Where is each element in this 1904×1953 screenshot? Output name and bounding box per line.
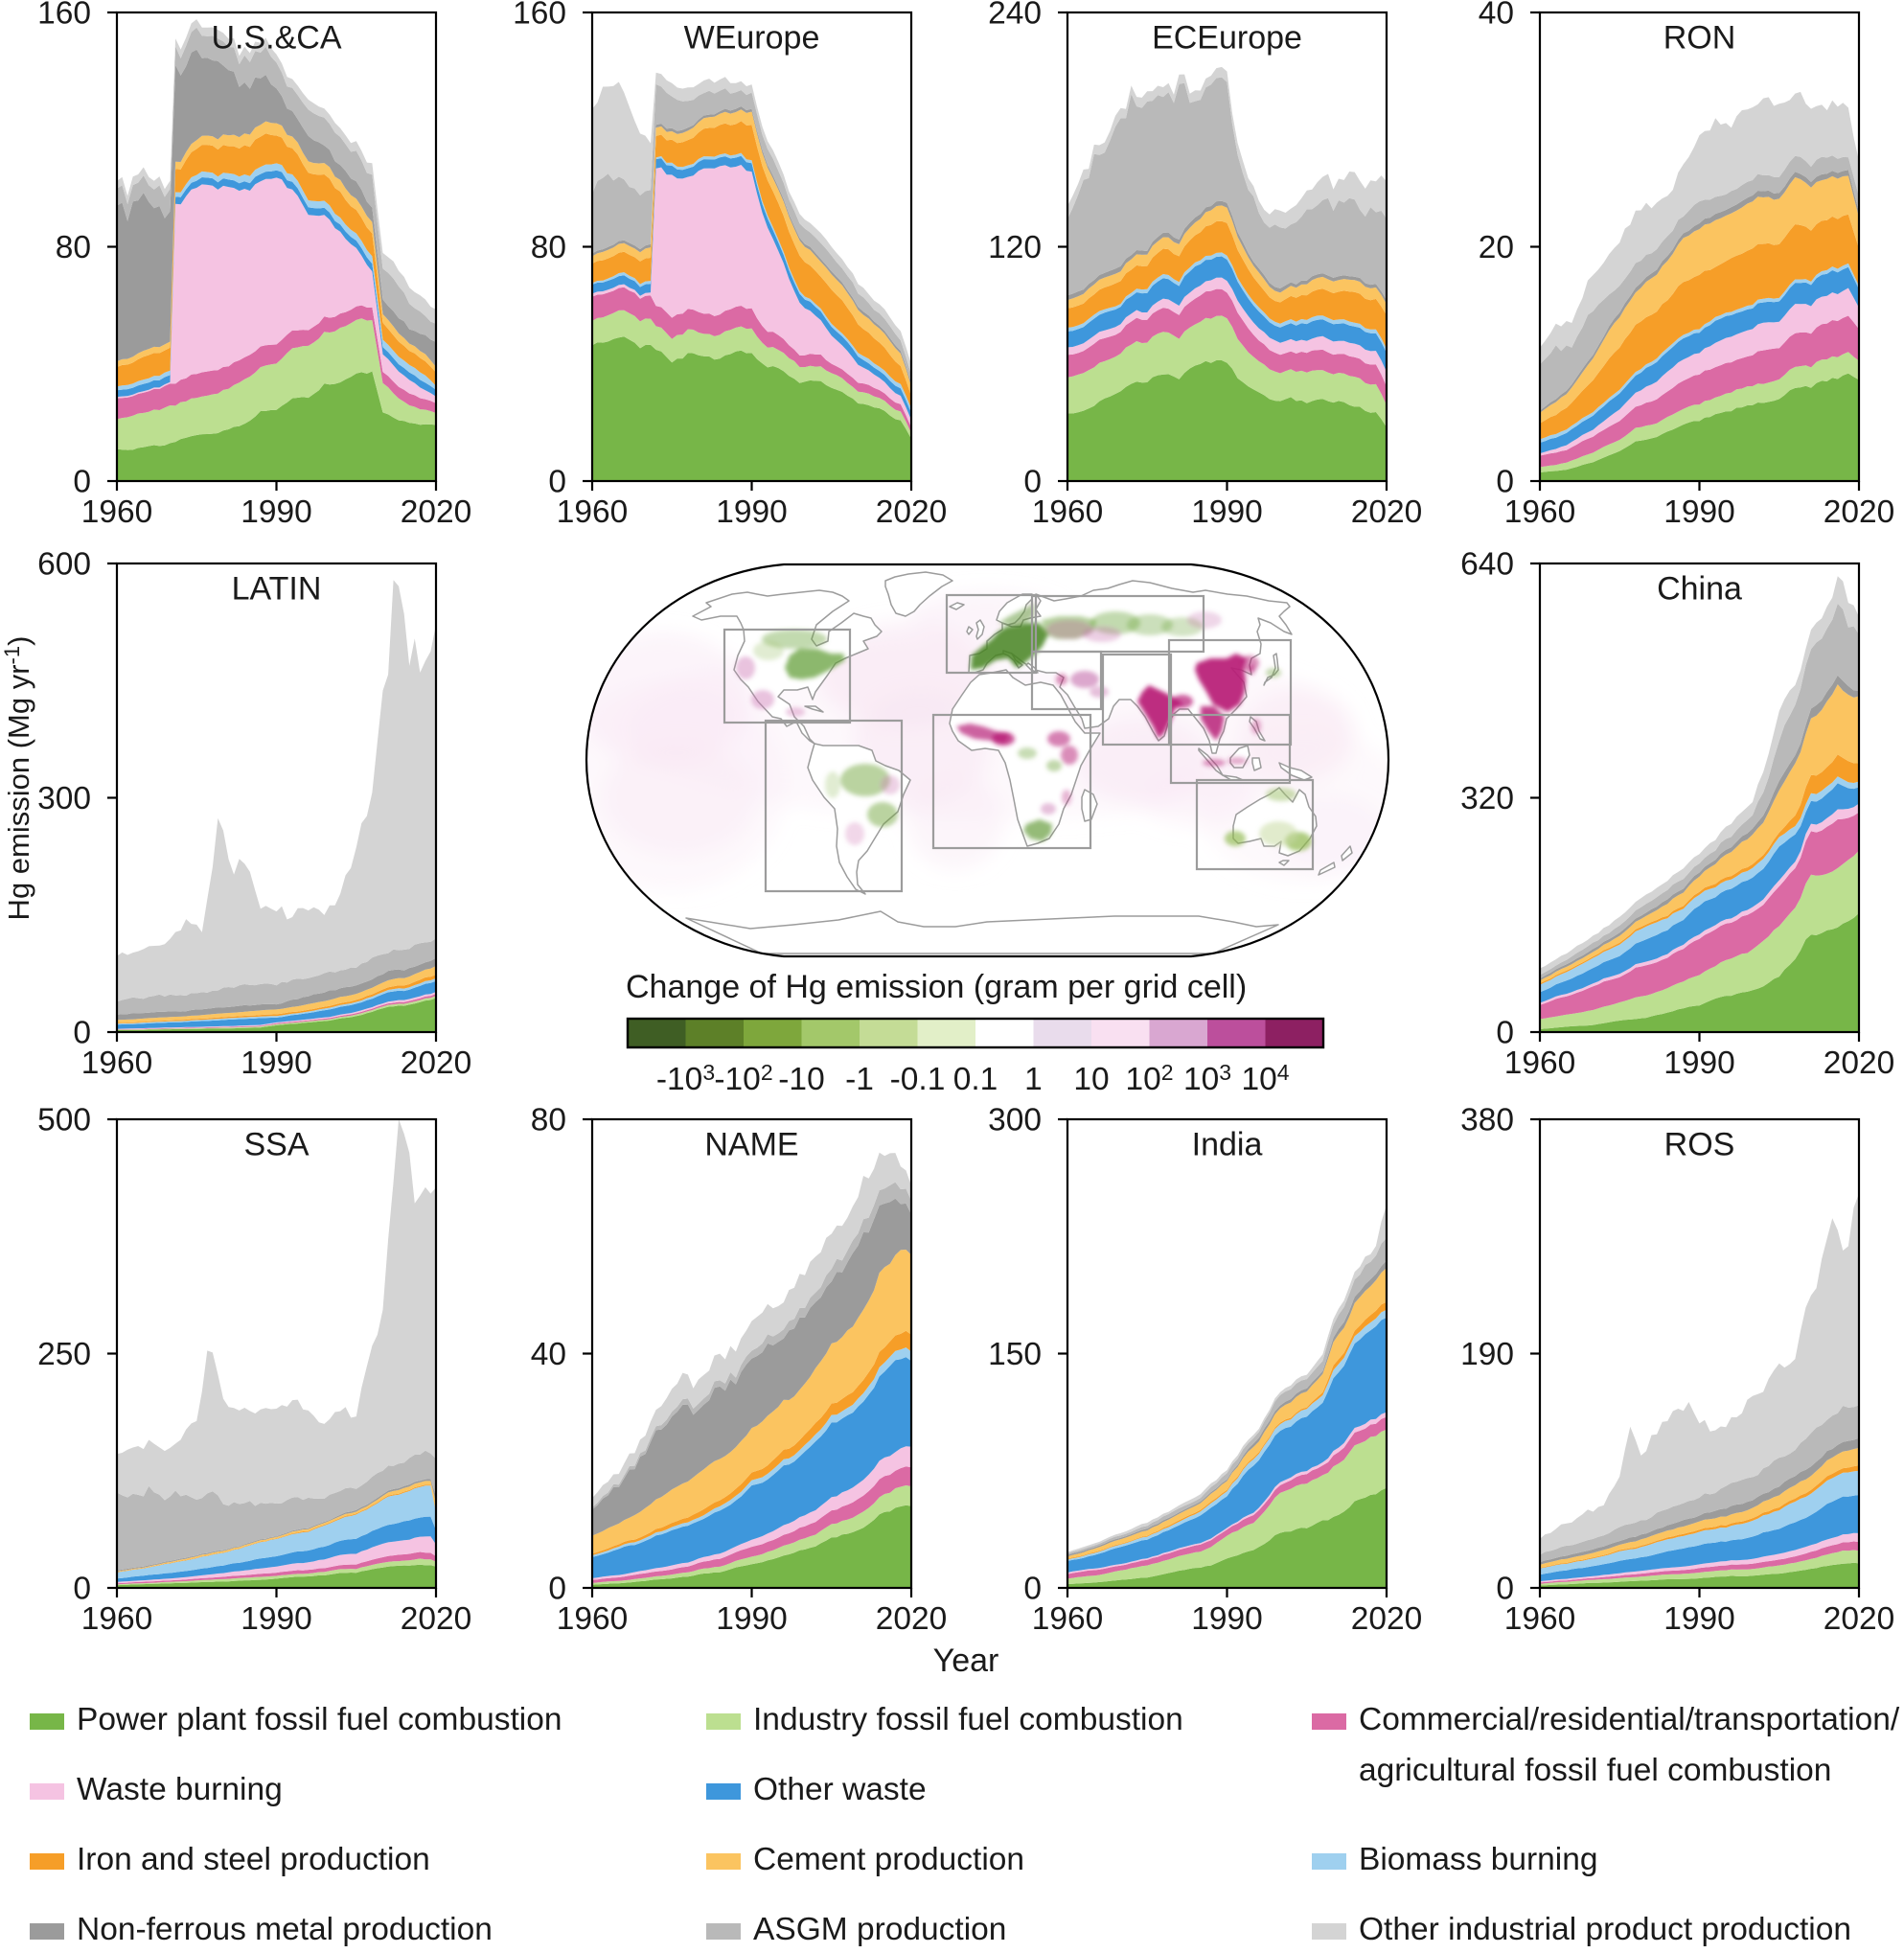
svg-text:40: 40 <box>531 1337 566 1372</box>
svg-text:Commercial/residential/transpo: Commercial/residential/transportation/ <box>1359 1702 1900 1737</box>
svg-text:Non-ferrous metal production: Non-ferrous metal production <box>77 1912 493 1947</box>
svg-text:1960: 1960 <box>81 1045 153 1081</box>
svg-text:80: 80 <box>56 230 91 265</box>
svg-text:0: 0 <box>548 465 566 500</box>
svg-text:LATIN: LATIN <box>232 571 322 608</box>
svg-text:2020: 2020 <box>1824 1601 1895 1637</box>
svg-text:2020: 2020 <box>1824 1045 1895 1081</box>
svg-text:1990: 1990 <box>716 494 788 530</box>
svg-text:2020: 2020 <box>876 494 948 530</box>
svg-text:2020: 2020 <box>401 1045 472 1081</box>
svg-text:1960: 1960 <box>81 494 153 530</box>
svg-text:600: 600 <box>37 547 91 583</box>
svg-text:1: 1 <box>1024 1062 1043 1097</box>
svg-text:1960: 1960 <box>1504 494 1576 530</box>
svg-text:SSA: SSA <box>243 1127 309 1163</box>
svg-text:380: 380 <box>1460 1103 1514 1138</box>
svg-text:190: 190 <box>1460 1337 1514 1372</box>
svg-text:1960: 1960 <box>1504 1601 1576 1637</box>
svg-text:1960: 1960 <box>557 494 629 530</box>
svg-text:2020: 2020 <box>1351 494 1423 530</box>
svg-text:1990: 1990 <box>1663 494 1735 530</box>
svg-text:1990: 1990 <box>241 1601 312 1637</box>
svg-text:NAME: NAME <box>704 1127 798 1163</box>
svg-text:U.S.&CA: U.S.&CA <box>211 20 341 57</box>
svg-text:300: 300 <box>37 781 91 816</box>
svg-text:0: 0 <box>1496 1016 1514 1051</box>
svg-text:Year: Year <box>933 1643 999 1679</box>
svg-text:0: 0 <box>548 1572 566 1607</box>
svg-text:0.1: 0.1 <box>953 1062 998 1097</box>
svg-text:0: 0 <box>1023 465 1042 500</box>
svg-text:1960: 1960 <box>81 1601 153 1637</box>
svg-text:Power plant fossil fuel combus: Power plant fossil fuel combustion <box>77 1702 562 1737</box>
svg-text:1960: 1960 <box>1032 494 1104 530</box>
svg-text:0: 0 <box>1023 1572 1042 1607</box>
svg-text:2020: 2020 <box>1824 494 1895 530</box>
svg-text:WEurope: WEurope <box>684 20 820 57</box>
svg-text:250: 250 <box>37 1337 91 1372</box>
svg-text:-1: -1 <box>845 1062 874 1097</box>
svg-text:Waste burning: Waste burning <box>77 1772 283 1807</box>
svg-text:Iron and steel production: Iron and steel production <box>77 1842 430 1877</box>
svg-text:ASGM production: ASGM production <box>753 1912 1006 1947</box>
svg-text:agricultural fossil fuel combu: agricultural fossil fuel combustion <box>1359 1753 1831 1788</box>
svg-text:-103: -103 <box>656 1060 715 1097</box>
svg-text:500: 500 <box>37 1103 91 1138</box>
svg-text:Other waste: Other waste <box>753 1772 927 1807</box>
svg-text:Other industrial product produ: Other industrial product production <box>1359 1912 1851 1947</box>
svg-text:ROS: ROS <box>1664 1127 1735 1163</box>
svg-text:150: 150 <box>988 1337 1042 1372</box>
svg-text:1990: 1990 <box>241 494 312 530</box>
svg-text:1990: 1990 <box>1191 1601 1263 1637</box>
svg-text:103: 103 <box>1183 1060 1231 1097</box>
svg-text:India: India <box>1192 1127 1263 1163</box>
svg-text:20: 20 <box>1479 230 1514 265</box>
svg-text:0: 0 <box>73 1572 91 1607</box>
svg-text:2020: 2020 <box>1351 1601 1423 1637</box>
svg-text:0: 0 <box>73 1016 91 1051</box>
svg-text:1960: 1960 <box>557 1601 629 1637</box>
svg-text:2020: 2020 <box>401 494 472 530</box>
svg-text:2020: 2020 <box>401 1601 472 1637</box>
svg-text:0: 0 <box>1496 1572 1514 1607</box>
svg-text:80: 80 <box>531 230 566 265</box>
svg-text:1990: 1990 <box>716 1601 788 1637</box>
svg-text:640: 640 <box>1460 547 1514 583</box>
svg-text:320: 320 <box>1460 781 1514 816</box>
svg-text:1990: 1990 <box>1663 1045 1735 1081</box>
svg-text:Change of Hg emission (gram pe: Change of Hg emission (gram per grid cel… <box>626 969 1247 1005</box>
svg-text:-0.1: -0.1 <box>890 1062 946 1097</box>
svg-text:0: 0 <box>1496 465 1514 500</box>
svg-text:China: China <box>1657 571 1742 608</box>
svg-text:1990: 1990 <box>241 1045 312 1081</box>
svg-text:300: 300 <box>988 1103 1042 1138</box>
svg-text:-10: -10 <box>778 1062 824 1097</box>
svg-text:Cement production: Cement production <box>753 1842 1024 1877</box>
svg-text:Industry fossil fuel combustio: Industry fossil fuel combustion <box>753 1702 1183 1737</box>
svg-text:80: 80 <box>531 1103 566 1138</box>
svg-text:240: 240 <box>988 0 1042 32</box>
svg-text:1990: 1990 <box>1191 494 1263 530</box>
svg-text:2020: 2020 <box>876 1601 948 1637</box>
svg-text:ECEurope: ECEurope <box>1152 20 1302 57</box>
svg-text:1960: 1960 <box>1032 1601 1104 1637</box>
svg-text:0: 0 <box>73 465 91 500</box>
svg-text:1960: 1960 <box>1504 1045 1576 1081</box>
svg-text:Biomass burning: Biomass burning <box>1359 1842 1598 1877</box>
svg-text:10: 10 <box>1073 1062 1109 1097</box>
svg-text:160: 160 <box>513 0 566 32</box>
svg-text:1990: 1990 <box>1663 1601 1735 1637</box>
svg-text:40: 40 <box>1479 0 1514 32</box>
svg-text:120: 120 <box>988 230 1042 265</box>
svg-text:RON: RON <box>1663 20 1736 57</box>
svg-text:Hg emission (Mg yr-1): Hg emission (Mg yr-1) <box>0 636 35 921</box>
svg-text:160: 160 <box>37 0 91 32</box>
